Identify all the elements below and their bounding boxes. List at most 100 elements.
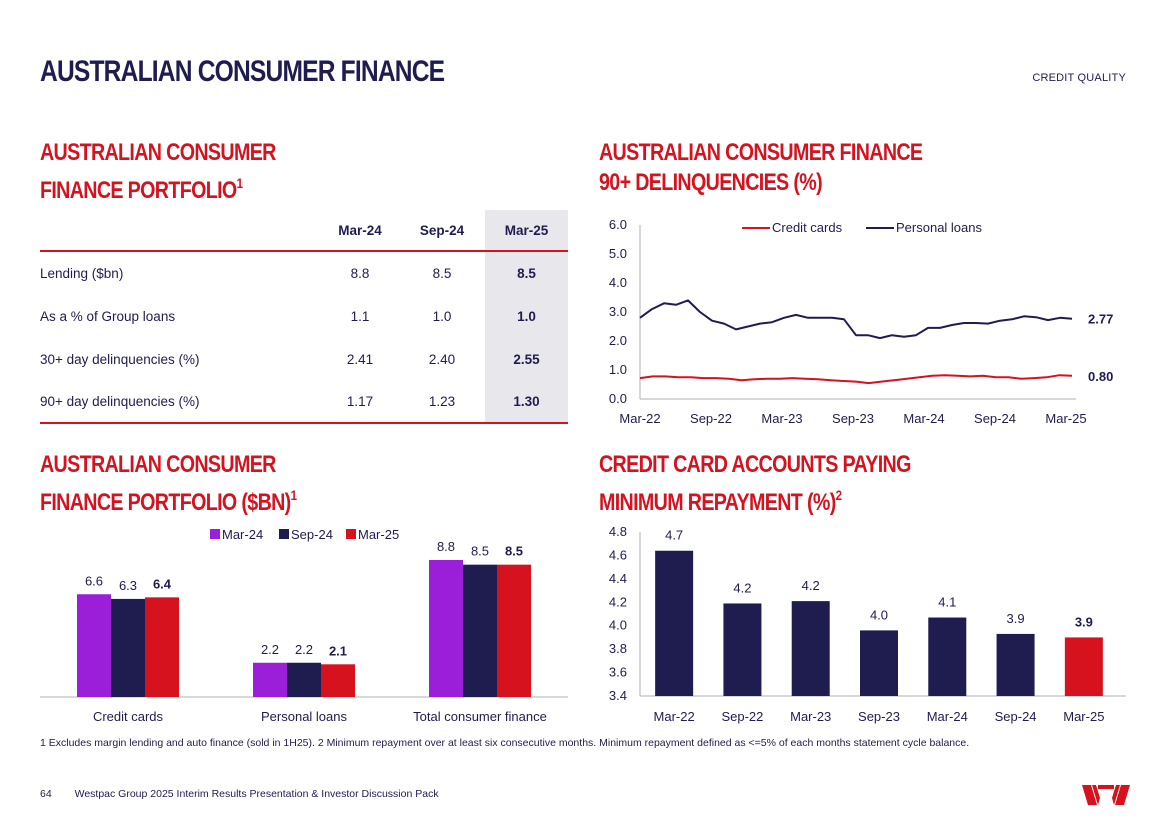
portfolio-table: Mar-24 Sep-24 Mar-25 Lending ($bn) 8.8 8…	[40, 210, 568, 424]
bar	[723, 603, 762, 696]
delinquencies-line-chart: 0.0 1.0 2.0 3.0 4.0 5.0 6.0 Mar-22 Sep-22 Mar-23 S…	[596, 215, 1136, 435]
bar-mar-25	[497, 564, 531, 697]
table-cell: 1.1	[350, 309, 370, 324]
westpac-logo-icon	[1082, 785, 1130, 805]
bar-sep-24	[463, 564, 497, 697]
legend-swatch	[210, 529, 220, 539]
heading-line: CREDIT CARD ACCOUNTS PAYING	[599, 451, 911, 478]
row-label: As a % of Group loans	[40, 309, 176, 324]
table-cell: 1.0	[517, 309, 536, 324]
bar-mar-25	[321, 664, 355, 697]
row-label: 30+ day delinquencies (%)	[40, 352, 200, 367]
bar	[655, 550, 694, 696]
bar	[996, 633, 1035, 696]
x-tick-label: Mar-22	[654, 709, 695, 724]
footnote: 1 Excludes margin lending and auto finan…	[40, 737, 970, 749]
heading-line: AUSTRALIAN CONSUMER FINANCE	[599, 139, 923, 166]
category-label: Total consumer finance	[413, 709, 547, 724]
x-tick-label: Mar-24	[927, 709, 968, 724]
heading-line: MINIMUM REPAYMENT (%)	[599, 489, 836, 516]
bar-sep-24	[287, 662, 321, 697]
y-tick-label: 3.4	[609, 688, 627, 703]
x-tick-label: Mar-23	[790, 709, 831, 724]
heading-line: AUSTRALIAN CONSUMER	[40, 139, 276, 166]
table-row: Lending ($bn) 8.8 8.5 8.5	[40, 252, 568, 295]
legend-swatch	[279, 529, 289, 539]
data-label: 8.8	[437, 539, 455, 554]
y-tick-label: 2.0	[609, 333, 627, 348]
page-number: 64	[40, 788, 52, 800]
data-label: 3.9	[1075, 614, 1093, 629]
footnote-ref: 2	[835, 487, 842, 503]
x-tick-label: Sep-24	[995, 709, 1037, 724]
bar	[928, 617, 967, 696]
heading-line: 90+ DELINQUENCIES (%)	[599, 169, 823, 196]
column-header: Mar-24	[338, 222, 382, 238]
table-row: 90+ day delinquencies (%) 1.17 1.23 1.30	[40, 381, 568, 424]
portfolio-table-heading: AUSTRALIAN CONSUMER FINANCE PORTFOLIO1	[40, 138, 276, 206]
legend-label: Sep-24	[291, 527, 333, 542]
data-label: 8.5	[471, 544, 489, 559]
y-tick-label: 1.0	[609, 362, 627, 377]
bar-sep-24	[111, 598, 145, 697]
x-tick-label: Sep-24	[974, 411, 1016, 426]
row-label: 90+ day delinquencies (%)	[40, 394, 200, 409]
y-tick-label: 4.4	[609, 571, 627, 586]
x-tick-label: Sep-23	[858, 709, 900, 724]
data-label: 6.4	[153, 576, 172, 591]
x-tick-label: Sep-22	[690, 411, 732, 426]
table-cell: 1.0	[432, 309, 452, 324]
heading-line: FINANCE PORTFOLIO ($BN)	[40, 489, 291, 516]
data-label: 4.2	[733, 580, 751, 595]
x-tick-label: Sep-23	[832, 411, 874, 426]
bar-mar-24	[77, 594, 111, 697]
y-tick-label: 3.8	[609, 641, 627, 656]
data-label: 2.2	[295, 642, 313, 657]
portfolio-chart-svg: 6.6 6.3 6.4 Credit cards 2.2 2.2 2.1 Personal l…	[40, 527, 568, 724]
legend-label: Personal loans	[896, 220, 982, 235]
bar-mar-24	[429, 560, 463, 697]
y-tick-label: 3.0	[609, 304, 627, 319]
row-label: Lending ($bn)	[40, 266, 124, 281]
heading-line: AUSTRALIAN CONSUMER	[40, 451, 276, 478]
legend-label: Credit cards	[772, 220, 843, 235]
table-cell: 1.17	[346, 394, 374, 409]
legend-label: Mar-24	[222, 527, 263, 542]
bar	[791, 601, 830, 696]
min-repayment-chart-svg: 3.4 3.6 3.8 4.0 4.2 4.4 4.6 4.8 4.7 Mar-22 4.2 Sep-…	[609, 524, 1126, 724]
end-value-label: 0.80	[1088, 369, 1113, 384]
series-line-credit-cards	[639, 374, 1073, 385]
x-tick-label: Mar-25	[1063, 709, 1104, 724]
legend-label: Mar-25	[358, 527, 399, 542]
y-tick-label: 5.0	[609, 246, 627, 261]
delinquencies-chart-svg: 0.0 1.0 2.0 3.0 4.0 5.0 6.0 Mar-22 Sep-22 Mar-23 S…	[609, 217, 1113, 426]
section-tag: CREDIT QUALITY	[1032, 72, 1126, 84]
column-header: Mar-25	[504, 222, 549, 238]
page-title: AUSTRALIAN CONSUMER FINANCE	[40, 55, 445, 88]
data-label: 4.0	[870, 607, 888, 622]
document-title: Westpac Group 2025 Interim Results Prese…	[74, 788, 439, 800]
data-label: 4.2	[802, 578, 820, 593]
x-tick-label: Mar-22	[619, 411, 660, 426]
highlight-column	[485, 210, 568, 422]
bar	[860, 630, 898, 696]
x-tick-label: Sep-22	[721, 709, 763, 724]
series-line-personal-loans	[639, 299, 1073, 340]
bar-mar-25	[145, 597, 179, 697]
table-cell: 8.5	[517, 266, 536, 281]
heading-line: FINANCE PORTFOLIO	[40, 177, 237, 204]
y-tick-label: 4.0	[609, 618, 627, 633]
data-label: 2.2	[261, 642, 279, 657]
bar	[1064, 637, 1103, 696]
legend-swatch	[346, 529, 356, 539]
table-cell: 2.41	[346, 352, 374, 367]
data-label: 2.1	[329, 643, 347, 658]
data-label: 4.1	[938, 595, 956, 610]
min-repayment-bar-chart: 3.4 3.6 3.8 4.0 4.2 4.4 4.6 4.8 4.7 Mar-22 4.2 Sep-…	[596, 520, 1136, 730]
data-label: 6.3	[119, 578, 137, 593]
y-tick-label: 4.6	[609, 547, 627, 562]
table-row: As a % of Group loans 1.1 1.0 1.0	[40, 295, 568, 338]
y-tick-label: 0.0	[609, 391, 627, 406]
y-tick-label: 3.6	[609, 665, 627, 680]
data-label: 4.7	[665, 528, 683, 543]
